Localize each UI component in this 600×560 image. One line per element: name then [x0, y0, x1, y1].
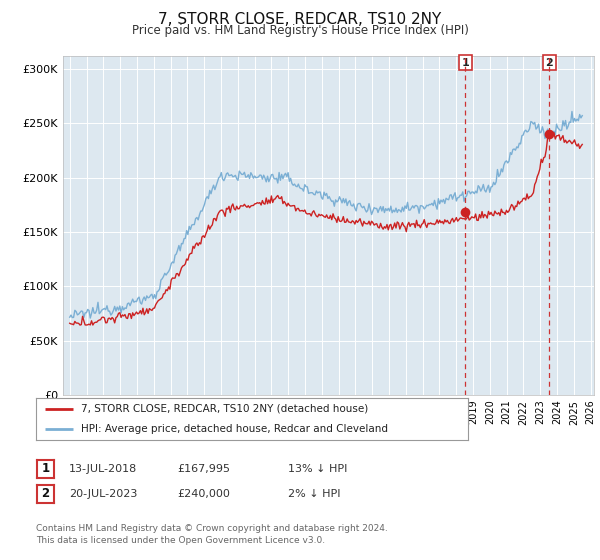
Text: 1: 1 — [461, 58, 469, 68]
Text: HPI: Average price, detached house, Redcar and Cleveland: HPI: Average price, detached house, Redc… — [82, 424, 388, 434]
Text: 2: 2 — [545, 58, 553, 68]
Text: Price paid vs. HM Land Registry's House Price Index (HPI): Price paid vs. HM Land Registry's House … — [131, 24, 469, 36]
Text: 1: 1 — [41, 462, 50, 475]
Text: Contains HM Land Registry data © Crown copyright and database right 2024.
This d: Contains HM Land Registry data © Crown c… — [36, 524, 388, 545]
Text: 7, STORR CLOSE, REDCAR, TS10 2NY (detached house): 7, STORR CLOSE, REDCAR, TS10 2NY (detach… — [82, 404, 368, 414]
Text: £240,000: £240,000 — [177, 489, 230, 499]
Text: 13% ↓ HPI: 13% ↓ HPI — [288, 464, 347, 474]
Text: 2% ↓ HPI: 2% ↓ HPI — [288, 489, 341, 499]
Text: 7, STORR CLOSE, REDCAR, TS10 2NY: 7, STORR CLOSE, REDCAR, TS10 2NY — [158, 12, 442, 27]
Text: 13-JUL-2018: 13-JUL-2018 — [69, 464, 137, 474]
Text: £167,995: £167,995 — [177, 464, 230, 474]
Text: 2: 2 — [41, 487, 50, 501]
Text: 20-JUL-2023: 20-JUL-2023 — [69, 489, 137, 499]
